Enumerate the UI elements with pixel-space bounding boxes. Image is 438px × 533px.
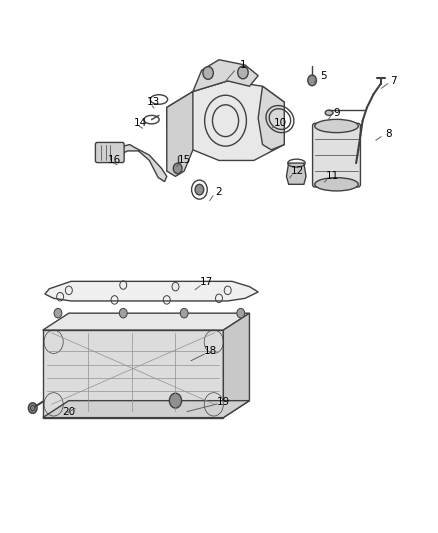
Text: 12: 12 [291,166,304,176]
Text: 10: 10 [273,118,286,128]
Circle shape [28,403,37,414]
Polygon shape [114,144,167,182]
Circle shape [203,67,213,79]
Text: 1: 1 [240,60,246,70]
Ellipse shape [325,110,333,115]
Text: 2: 2 [215,187,223,197]
Circle shape [238,66,248,79]
Polygon shape [167,81,284,160]
Circle shape [170,393,182,408]
Text: 11: 11 [325,172,339,181]
Circle shape [173,163,182,174]
FancyBboxPatch shape [95,142,124,163]
Text: 15: 15 [177,156,191,165]
Polygon shape [286,163,306,184]
Polygon shape [43,330,223,418]
FancyBboxPatch shape [313,123,360,187]
Text: 14: 14 [134,118,147,128]
Text: 9: 9 [333,108,340,118]
Text: 19: 19 [217,397,230,407]
Text: 20: 20 [62,407,75,417]
Polygon shape [45,281,258,301]
Circle shape [237,309,245,318]
Polygon shape [258,86,284,150]
Text: 18: 18 [204,346,217,357]
Polygon shape [193,60,258,92]
Text: 8: 8 [385,129,392,139]
Text: 16: 16 [108,156,121,165]
Text: 7: 7 [390,76,396,86]
Polygon shape [223,313,250,418]
Polygon shape [167,92,193,176]
Circle shape [308,75,317,86]
Circle shape [54,309,62,318]
Text: 17: 17 [199,277,212,287]
Polygon shape [43,401,250,418]
Ellipse shape [315,119,358,133]
Text: 13: 13 [147,97,160,107]
Ellipse shape [315,177,358,191]
Circle shape [195,184,204,195]
Circle shape [180,309,188,318]
Text: 5: 5 [320,70,327,80]
Polygon shape [43,313,250,330]
Circle shape [119,309,127,318]
